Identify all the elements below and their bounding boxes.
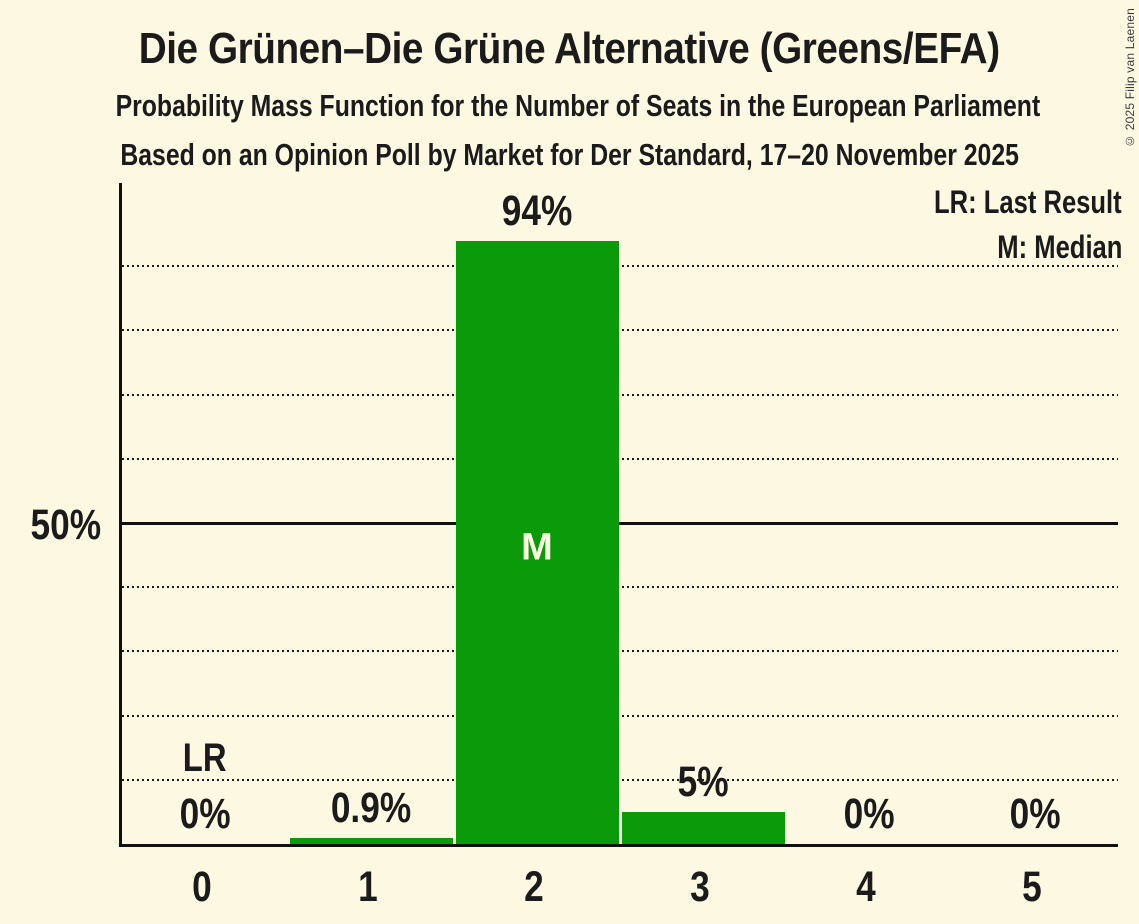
chart-subtitle-poll: Based on an Opinion Poll by Market for D…	[120, 137, 1019, 172]
chart-subtitle-pmf: Probability Mass Function for the Number…	[115, 88, 1041, 123]
value-label-seats-2: 94%	[501, 186, 573, 235]
gridline-50pct-solid	[122, 522, 1118, 525]
x-tick-label-3: 3	[690, 863, 710, 911]
legend-last-result: LR: Last Result	[934, 184, 1122, 220]
gridline-90pct	[122, 265, 1118, 268]
plot-area: 0% 0.9% 94% 5% 0% 0% LR M	[119, 183, 1118, 847]
last-result-marker: LR	[183, 736, 227, 780]
x-tick-label-0: 0	[192, 863, 212, 911]
x-tick-label-2: 2	[524, 863, 544, 911]
value-label-seats-0: 0%	[179, 790, 231, 838]
bar-seats-2	[455, 240, 619, 844]
bar-seats-1	[289, 838, 453, 844]
value-label-seats-4: 0%	[843, 790, 895, 838]
gridline-80pct	[122, 329, 1118, 332]
gridline-30pct	[122, 650, 1118, 653]
gridline-10pct	[122, 778, 1118, 781]
gridline-40pct	[122, 586, 1118, 589]
x-tick-label-1: 1	[358, 863, 378, 911]
bar-seats-3	[621, 811, 785, 844]
legend-median: M: Median	[996, 229, 1122, 265]
chart-title: Die Grünen–Die Grüne Alternative (Greens…	[139, 24, 1000, 73]
chart-legend: LR: Last Result M: Median	[887, 180, 1122, 270]
value-label-seats-5: 0%	[1009, 790, 1061, 838]
gridline-20pct	[122, 714, 1118, 717]
x-tick-label-5: 5	[1022, 863, 1042, 911]
value-label-seats-1: 0.9%	[330, 784, 412, 833]
x-tick-label-4: 4	[856, 863, 876, 911]
median-marker: M	[521, 526, 553, 569]
gridline-70pct	[122, 393, 1118, 396]
gridline-60pct	[122, 457, 1118, 460]
y-axis-tick-label-50: 50%	[30, 501, 101, 549]
x-axis-labels: 0 1 2 3 4 5	[119, 866, 1115, 916]
value-label-seats-3: 5%	[677, 757, 729, 806]
